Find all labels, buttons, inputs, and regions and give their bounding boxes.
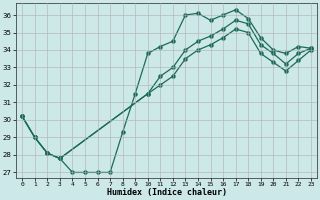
- X-axis label: Humidex (Indice chaleur): Humidex (Indice chaleur): [107, 188, 227, 197]
